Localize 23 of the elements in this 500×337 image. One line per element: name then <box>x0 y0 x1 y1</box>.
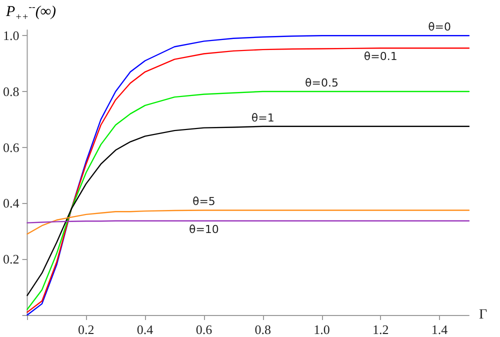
x-tick-label: 1.0 <box>314 322 330 337</box>
y-tick-label: 0.4 <box>3 196 20 211</box>
y-tick-label: 1.0 <box>3 28 20 44</box>
y-tick-label: 0.8 <box>3 84 20 99</box>
line-series <box>26 126 470 296</box>
y-tick-label: 0.6 <box>3 140 20 155</box>
x-tick-label: 0.8 <box>254 322 271 337</box>
x-axis-title: Γ <box>479 308 488 322</box>
series-label: θ=0.5 <box>305 76 338 90</box>
x-tick-label: 1.2 <box>372 322 389 337</box>
series-label: θ=0 <box>428 20 452 34</box>
series-label: θ=1 <box>251 111 274 124</box>
line-series <box>26 90 470 310</box>
series-label: θ=5 <box>192 195 216 208</box>
x-tick-label: 0.6 <box>196 322 213 337</box>
line-series <box>26 210 470 235</box>
series-label: θ=0.1 <box>364 50 398 64</box>
x-tick-label: 0.4 <box>136 322 154 337</box>
x-tick-label: 0.2 <box>78 322 94 337</box>
y-axis-title: P$_{++}$$^{--}$(∞) <box>6 2 56 23</box>
series-label: θ=10 <box>188 222 219 236</box>
x-tick-label: 1.4 <box>431 322 448 337</box>
y-tick-label: 0.2 <box>3 252 20 267</box>
